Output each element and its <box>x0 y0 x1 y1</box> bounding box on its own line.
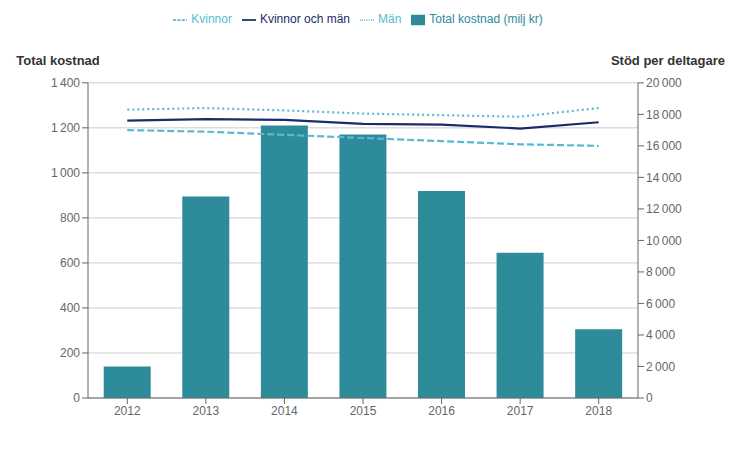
svg-text:0: 0 <box>646 391 653 405</box>
svg-text:10 000: 10 000 <box>646 234 682 248</box>
svg-text:600: 600 <box>60 256 80 270</box>
svg-text:Total kostnad: Total kostnad <box>16 53 100 68</box>
svg-text:1 400: 1 400 <box>51 76 80 90</box>
html-text:Kvinnor: Kvinnor <box>191 12 232 26</box>
svg-text:800: 800 <box>60 211 80 225</box>
svg-text:8 000: 8 000 <box>646 265 675 279</box>
html-text:Män: Män <box>378 12 402 26</box>
svg-text:0: 0 <box>73 391 80 405</box>
svg-text:14 000: 14 000 <box>646 171 682 185</box>
svg-text:2012: 2012 <box>114 404 141 418</box>
svg-text:6 000: 6 000 <box>646 297 675 311</box>
svg-text:2016: 2016 <box>428 404 455 418</box>
svg-text:2013: 2013 <box>193 404 220 418</box>
svg-text:200: 200 <box>60 346 80 360</box>
svg-text:1 000: 1 000 <box>51 166 80 180</box>
svg-text:2 000: 2 000 <box>646 360 675 374</box>
svg-text:400: 400 <box>60 301 80 315</box>
svg-text:1 200: 1 200 <box>51 121 80 135</box>
svg-text:4 000: 4 000 <box>646 328 675 342</box>
svg-text:2015: 2015 <box>350 404 377 418</box>
html-text:Total kostnad (milj kr): Total kostnad (milj kr) <box>429 12 543 26</box>
svg-text:20 000: 20 000 <box>646 76 682 90</box>
svg-text:12 000: 12 000 <box>646 202 682 216</box>
svg-text:2017: 2017 <box>507 404 534 418</box>
html-text:Kvinnor och män: Kvinnor och män <box>260 12 350 26</box>
svg-text:2014: 2014 <box>271 404 298 418</box>
svg-text:16 000: 16 000 <box>646 139 682 153</box>
svg-text:18 000: 18 000 <box>646 108 682 122</box>
svg-text:2018: 2018 <box>585 404 612 418</box>
svg-text:Stöd per deltagare: Stöd per deltagare <box>611 53 725 68</box>
